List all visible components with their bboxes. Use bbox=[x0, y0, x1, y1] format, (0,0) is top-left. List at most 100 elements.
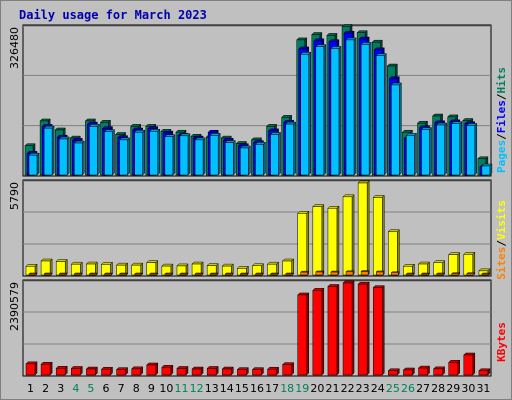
bar-pages-30 bbox=[466, 122, 478, 176]
bar-visits-1-top bbox=[25, 264, 38, 267]
bar-pages-17-side bbox=[278, 131, 281, 176]
bar-hits-6-top bbox=[99, 120, 112, 123]
bar-pages-26-front bbox=[406, 135, 415, 176]
bar-sites-27-front bbox=[421, 273, 429, 276]
bar-pages-4-side bbox=[82, 140, 85, 176]
bar-kbytes-8 bbox=[131, 366, 144, 376]
bar-sites-21 bbox=[330, 270, 340, 276]
bar-visits-18-side bbox=[291, 258, 294, 276]
bar-visits-21-top bbox=[327, 206, 340, 209]
bar-kbytes-22 bbox=[342, 280, 355, 376]
bar-sites-15-front bbox=[240, 273, 248, 276]
bar-kbytes-18-front bbox=[282, 364, 292, 376]
bar-hits-2-top bbox=[39, 118, 51, 122]
bar-pages-16 bbox=[254, 141, 267, 176]
bar-sites-26 bbox=[405, 272, 416, 276]
bar-pages-21-top bbox=[330, 46, 342, 49]
bar-sites-5 bbox=[88, 272, 98, 276]
bar-pages-9 bbox=[149, 128, 161, 176]
bar-kbytes-17-top bbox=[266, 366, 280, 370]
x-tick-29: 29 bbox=[446, 382, 460, 395]
bar-kbytes-30-front bbox=[463, 354, 474, 376]
side-label-hits: Pages/Files/Hits bbox=[495, 67, 508, 173]
bar-pages-24 bbox=[375, 53, 387, 176]
bar-kbytes-23-side bbox=[366, 281, 370, 376]
bar-kbytes-19 bbox=[297, 292, 310, 376]
bar-pages-16-side bbox=[263, 141, 266, 176]
bar-kbytes-14-front bbox=[222, 368, 232, 376]
bar-kbytes-3 bbox=[55, 365, 68, 376]
bar-sites-24 bbox=[375, 270, 385, 276]
bar-visits-30-side bbox=[472, 251, 476, 276]
bar-visits-9-top bbox=[146, 260, 159, 263]
bar-pages-9-top bbox=[149, 129, 161, 132]
x-tick-7: 7 bbox=[118, 382, 125, 395]
bar-kbytes-18-top bbox=[282, 362, 295, 365]
bar-pages-5-top bbox=[88, 124, 100, 127]
bar-pages-16-front bbox=[255, 144, 264, 176]
bar-kbytes-20-front bbox=[312, 290, 323, 376]
bar-pages-27-front bbox=[421, 129, 430, 176]
x-tick-15: 15 bbox=[235, 382, 249, 395]
bar-pages-9-side bbox=[157, 128, 161, 176]
x-tick-25: 25 bbox=[386, 382, 400, 395]
bar-pages-2-side bbox=[51, 125, 55, 176]
bar-pages-12-front bbox=[194, 139, 204, 176]
bar-pages-30-side bbox=[474, 122, 478, 176]
bar-sites-26-front bbox=[406, 273, 414, 276]
bar-pages-19-side bbox=[308, 51, 311, 176]
bar-pages-8 bbox=[134, 129, 146, 176]
bar-hits-30-top bbox=[462, 118, 474, 121]
bar-kbytes-19-front bbox=[297, 294, 307, 376]
bar-sites-1-front bbox=[28, 273, 37, 276]
bar-pages-19-front bbox=[300, 54, 309, 176]
bar-visits-5-top bbox=[85, 261, 98, 265]
bar-kbytes-16-front bbox=[252, 369, 262, 376]
bar-pages-5-front bbox=[89, 126, 98, 176]
bar-sites-1 bbox=[28, 272, 38, 276]
bar-kbytes-15-front bbox=[237, 369, 247, 376]
side-label-visits: Sites/Visits bbox=[495, 200, 508, 280]
x-tick-21: 21 bbox=[325, 382, 339, 395]
bar-sites-27 bbox=[420, 272, 431, 276]
bar-files-6-top bbox=[101, 126, 114, 129]
x-tick-24: 24 bbox=[371, 382, 385, 395]
bar-kbytes-31-front bbox=[478, 370, 489, 376]
bar-hits-8-top bbox=[130, 124, 142, 127]
bar-visits-28-top bbox=[433, 260, 446, 264]
side-label-separator: / bbox=[495, 240, 508, 247]
bar-sites-14 bbox=[224, 272, 234, 276]
bar-kbytes-28-front bbox=[433, 368, 443, 376]
bar-kbytes-6-front bbox=[101, 368, 111, 376]
bar-kbytes-22-top bbox=[342, 280, 355, 284]
bar-sites-11-front bbox=[179, 273, 188, 276]
bar-pages-4-top bbox=[73, 140, 85, 144]
bar-visits-12 bbox=[191, 261, 204, 276]
bar-pages-9-front bbox=[149, 131, 159, 176]
bar-visits-2-side bbox=[49, 258, 53, 276]
x-tick-6: 6 bbox=[103, 382, 110, 395]
bar-files-20-top bbox=[313, 38, 325, 42]
x-tick-11: 11 bbox=[175, 382, 189, 395]
bar-pages-24-front bbox=[375, 55, 385, 176]
bar-visits-15-top bbox=[236, 266, 249, 269]
bar-sites-31 bbox=[481, 272, 491, 276]
bar-pages-18-top bbox=[285, 121, 297, 125]
bar-kbytes-30 bbox=[463, 352, 476, 376]
bar-hits-1-top bbox=[24, 143, 36, 146]
bar-pages-10-top bbox=[164, 134, 176, 137]
bar-hits-14-top bbox=[220, 135, 232, 139]
bar-kbytes-7 bbox=[115, 367, 129, 376]
bar-visits-24-front bbox=[372, 197, 383, 276]
bar-sites-2 bbox=[43, 272, 53, 276]
bar-visits-16-top bbox=[251, 263, 265, 267]
x-tick-26: 26 bbox=[401, 382, 415, 395]
bar-visits-22-front bbox=[342, 196, 353, 276]
bar-pages-7-top bbox=[118, 137, 131, 141]
bar-visits-29-side bbox=[457, 252, 460, 276]
bar-sites-6 bbox=[103, 272, 114, 276]
bar-sites-3 bbox=[58, 272, 68, 276]
bar-pages-11-front bbox=[179, 135, 189, 176]
bar-pages-5-side bbox=[97, 123, 100, 176]
bar-sites-7 bbox=[118, 272, 129, 276]
